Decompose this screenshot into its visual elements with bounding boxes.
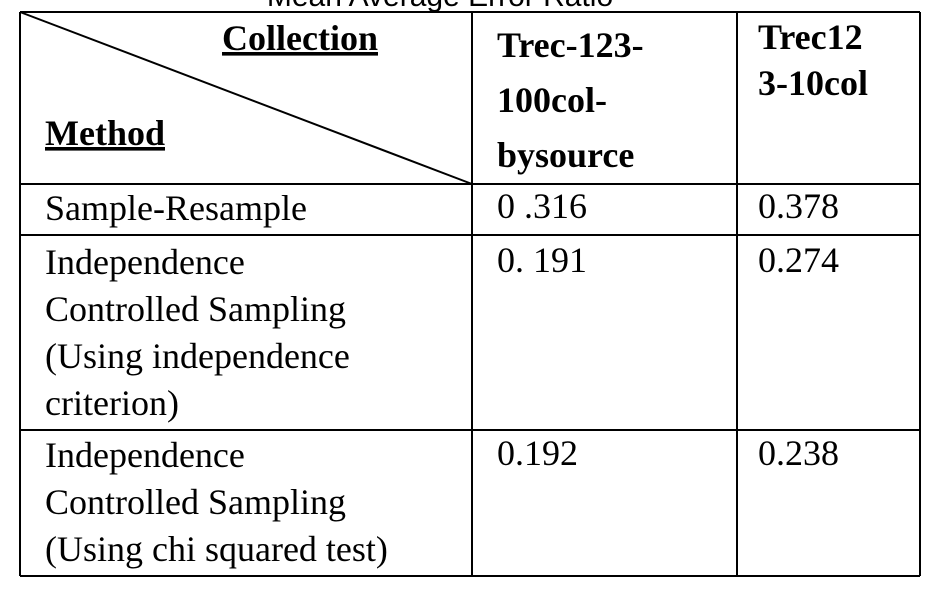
column-header: 100col- xyxy=(497,80,607,120)
column-header: bysource xyxy=(497,135,634,175)
value-cell: 0.238 xyxy=(758,433,839,473)
method-cell: Sample-Resample xyxy=(45,188,307,228)
row-header-label: Method xyxy=(45,113,165,153)
method-cell: (Using chi squared test) xyxy=(45,529,388,569)
value-cell: 0.274 xyxy=(758,240,839,280)
column-header: 3-10col xyxy=(758,63,868,103)
diagonal xyxy=(19,11,473,185)
method-cell: Independence xyxy=(45,242,245,282)
caption: Mean Average Error Ratio xyxy=(267,0,613,13)
column-header: Trec12 xyxy=(758,17,863,57)
method-cell: Controlled Sampling xyxy=(45,482,346,522)
column-header-label: Collection xyxy=(222,18,378,58)
method-cell: criterion) xyxy=(45,383,179,423)
value-cell: 0.378 xyxy=(758,186,839,226)
column-header: Trec-123- xyxy=(497,25,644,65)
value-cell: 0.192 xyxy=(497,433,578,473)
method-cell: Independence xyxy=(45,435,245,475)
method-cell: Controlled Sampling xyxy=(45,289,346,329)
value-cell: 0. 191 xyxy=(497,240,587,280)
value-cell: 0 .316 xyxy=(497,186,587,226)
method-cell: (Using independence xyxy=(45,336,350,376)
